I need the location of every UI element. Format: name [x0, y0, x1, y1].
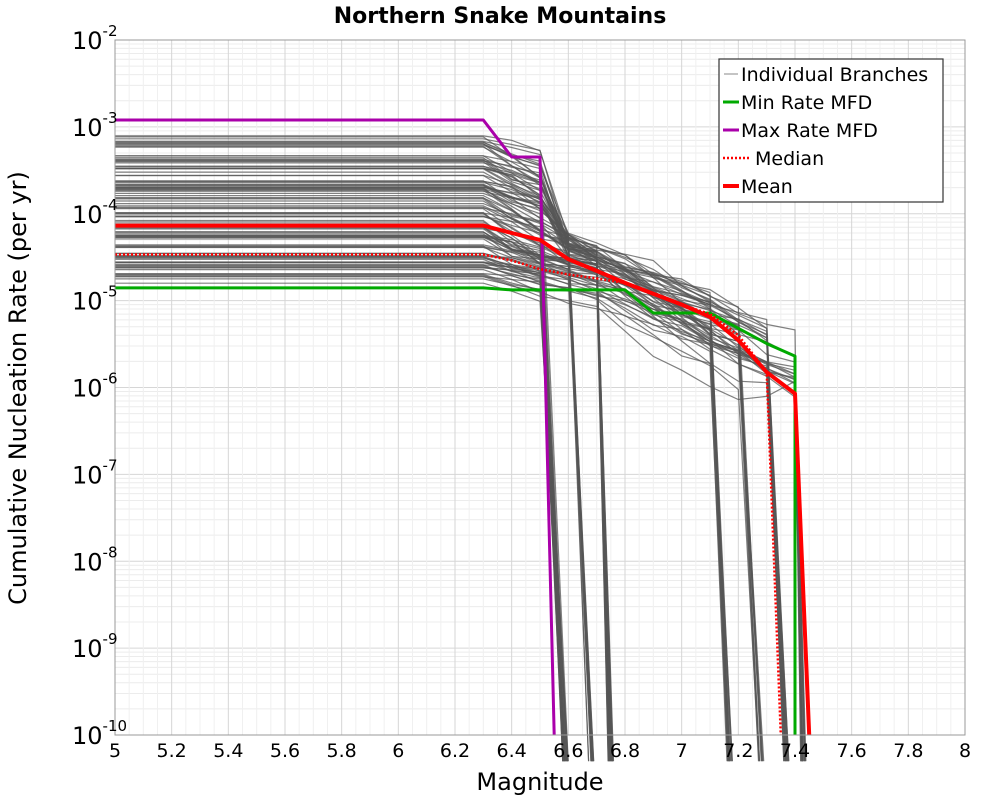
y-tick-label: 10-4	[72, 196, 118, 229]
plot-frame	[114, 39, 966, 736]
x-tick-label: 7.8	[893, 740, 923, 762]
legend-box	[718, 58, 944, 203]
branch-line	[115, 235, 785, 762]
y-tick-label: 10-8	[72, 543, 118, 576]
x-axis-label: Magnitude	[476, 768, 603, 796]
x-tick-label: 7.2	[723, 740, 753, 762]
branch-line	[115, 140, 569, 762]
x-tick-label: 5.2	[157, 740, 187, 762]
min-rate-mfd-line	[115, 286, 797, 735]
y-axis-label: Cumulative Nucleation Rate (per yr)	[4, 171, 32, 605]
branch-line	[115, 275, 567, 762]
x-tick-label: 7.6	[837, 740, 867, 762]
branch-line	[115, 192, 566, 762]
legend-label-min-rate: Min Rate MFD	[741, 92, 872, 114]
x-tick-label: 5.8	[327, 740, 357, 762]
x-ticks: 5 5.2 5.4 5.6 5.8 6 6.2 6.4 6.6 6.8 7 7.2 7.4 7.6 7.8 8	[109, 740, 971, 762]
y-ticks: 10-10 10-9 10-8 10-7 10-6 10-5 10-4 10-3 10-2	[72, 22, 127, 750]
y-tick-label: 10-10	[72, 717, 127, 750]
mean-line	[115, 223, 812, 736]
y-tick-label: 10-9	[72, 630, 118, 663]
x-tick-label: 5.6	[270, 740, 300, 762]
branch-line	[115, 231, 760, 762]
branch-line	[115, 266, 786, 762]
branch-line	[115, 266, 787, 762]
branch-line	[115, 226, 762, 762]
max-rate-mfd-line	[115, 118, 556, 736]
x-tick-label: 6.8	[610, 740, 640, 762]
x-tick-label: 6.4	[497, 740, 527, 762]
x-tick-label: 6.2	[440, 740, 470, 762]
branch-line	[115, 184, 568, 762]
x-tick-label: 7.4	[780, 740, 810, 762]
x-tick-label: 7	[676, 740, 688, 762]
legend-label-individual-branches: Individual Branches	[741, 64, 928, 86]
branch-line	[115, 188, 590, 762]
x-tick-label: 5	[109, 740, 121, 762]
y-tick-label: 10-6	[72, 370, 118, 403]
legend-label-max-rate: Max Rate MFD	[741, 120, 878, 142]
x-tick-label: 5.4	[213, 740, 243, 762]
y-tick-label: 10-5	[72, 283, 118, 316]
branch-line	[115, 236, 788, 762]
y-tick-label: 10-2	[72, 22, 118, 55]
branch-line	[115, 167, 788, 762]
x-tick-label: 6	[392, 740, 404, 762]
y-tick-label: 10-7	[72, 456, 118, 489]
legend: Individual Branches Min Rate MFD Max Rat…	[718, 58, 944, 203]
legend-label-median: Median	[755, 148, 824, 170]
y-tick-label: 10-3	[72, 109, 118, 142]
x-tick-label: 8	[959, 740, 971, 762]
summary-series	[115, 118, 812, 736]
chart-title: Northern Snake Mountains	[334, 4, 667, 29]
legend-label-mean: Mean	[741, 176, 793, 198]
x-tick-label: 6.6	[553, 740, 583, 762]
branch-line	[115, 143, 594, 762]
